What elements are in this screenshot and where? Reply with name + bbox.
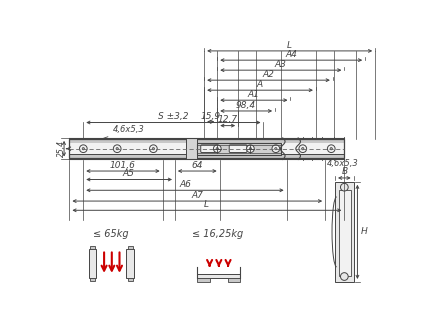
Text: 25,4: 25,4 [57,140,65,157]
Bar [69,139,344,158]
Bar [89,249,96,278]
Circle shape [152,148,154,150]
Text: A1: A1 [248,90,260,99]
Text: H: H [361,227,367,236]
Text: 64: 64 [191,161,203,170]
Text: B: B [341,167,347,176]
Bar [69,139,344,158]
Bar [335,182,354,282]
FancyBboxPatch shape [229,145,247,153]
Circle shape [327,145,335,153]
Text: A4: A4 [285,50,297,59]
Bar [126,249,134,278]
Bar [339,190,351,276]
Text: 4,6x5,3: 4,6x5,3 [327,159,358,168]
FancyBboxPatch shape [201,145,218,153]
Bar [90,246,95,249]
Circle shape [299,145,307,153]
Text: 4,6x5,3: 4,6x5,3 [101,125,145,139]
Circle shape [82,148,85,150]
Circle shape [214,145,221,153]
Text: 15,9: 15,9 [201,112,221,121]
Circle shape [341,273,348,280]
Circle shape [341,183,348,191]
Text: A3: A3 [275,60,287,69]
Circle shape [116,148,118,150]
Circle shape [216,148,218,150]
Bar [197,143,281,155]
Bar [228,278,240,282]
Circle shape [246,145,254,153]
Circle shape [272,145,279,153]
Circle shape [275,148,277,150]
Text: L: L [287,41,292,50]
Text: ≤ 16,25kg: ≤ 16,25kg [192,229,243,239]
Bar [128,246,133,249]
Bar [69,139,344,143]
Circle shape [79,145,87,153]
Bar [186,138,197,159]
Text: A7: A7 [191,191,203,200]
Bar [128,278,133,281]
Text: 101,6: 101,6 [109,161,136,170]
Text: 98,4: 98,4 [236,101,256,110]
Bar [69,154,344,158]
Text: A: A [257,80,263,89]
Circle shape [249,148,252,150]
Circle shape [330,148,332,150]
Circle shape [302,148,304,150]
Text: A6: A6 [179,180,191,189]
Text: L: L [204,200,209,209]
Circle shape [113,145,121,153]
Circle shape [150,145,157,153]
Text: S ±3,2: S ±3,2 [158,113,189,121]
Bar [69,143,344,154]
Bar [197,278,210,282]
Bar [90,278,95,281]
Text: A5: A5 [123,169,135,178]
Bar [197,274,240,278]
Text: A2: A2 [262,70,274,79]
Text: ≤ 65kg: ≤ 65kg [93,229,129,239]
Text: 12,7: 12,7 [218,115,238,124]
